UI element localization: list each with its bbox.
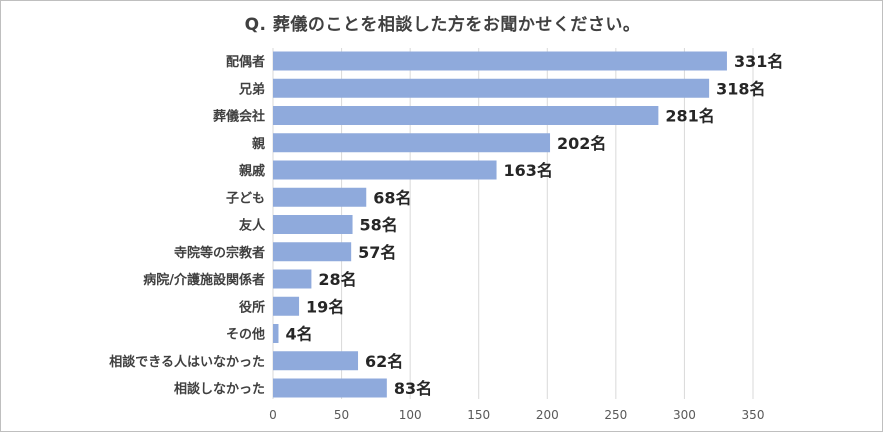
value-label-13: 83名 [394,379,432,398]
bar-9 [273,269,312,289]
bar-13 [273,378,387,398]
x-tick-label-150: 150 [467,408,490,422]
value-label-1: 331名 [734,52,783,71]
bar-1 [273,51,727,71]
category-label-7: 友人 [239,218,266,234]
x-tick-label-100: 100 [399,408,422,422]
category-label-5: 親戚 [239,163,265,179]
value-label-5: 163名 [504,161,553,180]
x-tick-label-250: 250 [604,408,627,422]
category-label-8: 寺院等の宗教者 [174,245,265,261]
bar-11 [273,324,279,343]
category-label-3: 葬儀会社 [213,109,265,125]
value-label-3: 281名 [665,107,714,126]
bar-12 [273,351,359,371]
bar-4 [273,133,551,153]
category-label-2: 兄弟 [238,81,265,97]
bar-6 [273,187,367,207]
value-label-6: 68名 [373,188,411,207]
x-tick-label-50: 50 [334,408,349,422]
x-tick-label-350: 350 [742,408,765,422]
category-label-13: 相談しなかった [174,381,265,397]
chart-title: Q. 葬儀のことを相談した方をお聞かせください。 [244,15,641,35]
value-label-8: 57名 [358,243,396,262]
category-label-9: 病院/介護施設関係者 [143,272,265,288]
bar-3 [273,106,659,125]
bar-7 [273,215,353,234]
category-label-4: 親 [252,136,265,152]
value-label-11: 4名 [285,325,312,344]
value-label-4: 202名 [557,134,606,153]
category-label-6: 子ども [226,191,265,206]
x-tick-label-0: 0 [269,408,277,422]
category-label-11: その他 [226,327,265,343]
value-label-7: 58名 [360,216,398,235]
bar-5 [273,160,497,180]
value-label-12: 62名 [365,352,403,371]
bar-10 [273,296,300,316]
bar-2 [273,78,710,98]
category-label-1: 配偶者 [226,54,265,70]
value-label-10: 19名 [306,297,344,316]
value-label-9: 28名 [318,270,356,289]
x-tick-label-200: 200 [536,408,559,422]
category-label-12: 相談できる人はいなかった [109,354,265,370]
value-label-2: 318名 [716,79,765,98]
category-label-10: 役所 [239,299,265,315]
bar-8 [273,242,352,262]
x-tick-label-300: 300 [673,408,696,422]
